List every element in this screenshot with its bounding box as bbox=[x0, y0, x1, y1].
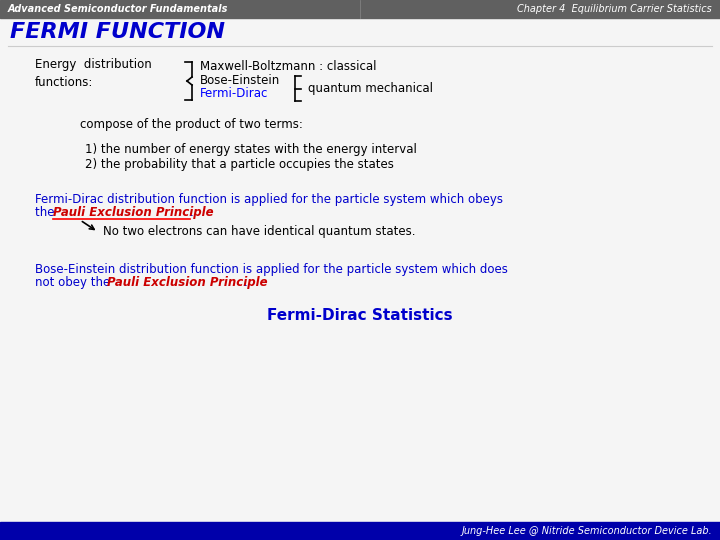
Text: compose of the product of two terms:: compose of the product of two terms: bbox=[80, 118, 303, 131]
Text: .: . bbox=[190, 206, 194, 219]
Text: No two electrons can have identical quantum states.: No two electrons can have identical quan… bbox=[103, 225, 415, 238]
Text: 1) the number of energy states with the energy interval: 1) the number of energy states with the … bbox=[85, 143, 417, 156]
Text: Fermi-Dirac distribution function is applied for the particle system which obeys: Fermi-Dirac distribution function is app… bbox=[35, 193, 503, 206]
Text: FERMI FUNCTION: FERMI FUNCTION bbox=[10, 22, 225, 42]
Text: Maxwell-Boltzmann : classical: Maxwell-Boltzmann : classical bbox=[200, 60, 377, 73]
Text: Bose-Einstein distribution function is applied for the particle system which doe: Bose-Einstein distribution function is a… bbox=[35, 263, 508, 276]
Text: Pauli Exclusion Principle: Pauli Exclusion Principle bbox=[53, 206, 214, 219]
Text: Pauli Exclusion Principle: Pauli Exclusion Principle bbox=[107, 276, 268, 289]
Bar bbox=[0, 0, 720, 18]
Text: .: . bbox=[244, 276, 248, 289]
Text: quantum mechanical: quantum mechanical bbox=[308, 82, 433, 95]
Text: Fermi-Dirac: Fermi-Dirac bbox=[200, 87, 269, 100]
Text: Bose-Einstein: Bose-Einstein bbox=[200, 74, 280, 87]
Text: Advanced Semiconductor Fundamentals: Advanced Semiconductor Fundamentals bbox=[8, 4, 228, 14]
Text: not obey the: not obey the bbox=[35, 276, 114, 289]
Text: the: the bbox=[35, 206, 58, 219]
Text: Fermi-Dirac Statistics: Fermi-Dirac Statistics bbox=[267, 308, 453, 323]
Bar bbox=[0, 522, 720, 540]
Text: Jung-Hee Lee @ Nitride Semiconductor Device Lab.: Jung-Hee Lee @ Nitride Semiconductor Dev… bbox=[462, 526, 712, 536]
Text: 2) the probability that a particle occupies the states: 2) the probability that a particle occup… bbox=[85, 158, 394, 171]
Text: Energy  distribution
functions:: Energy distribution functions: bbox=[35, 58, 152, 89]
Text: Chapter 4  Equilibrium Carrier Statistics: Chapter 4 Equilibrium Carrier Statistics bbox=[517, 4, 712, 14]
